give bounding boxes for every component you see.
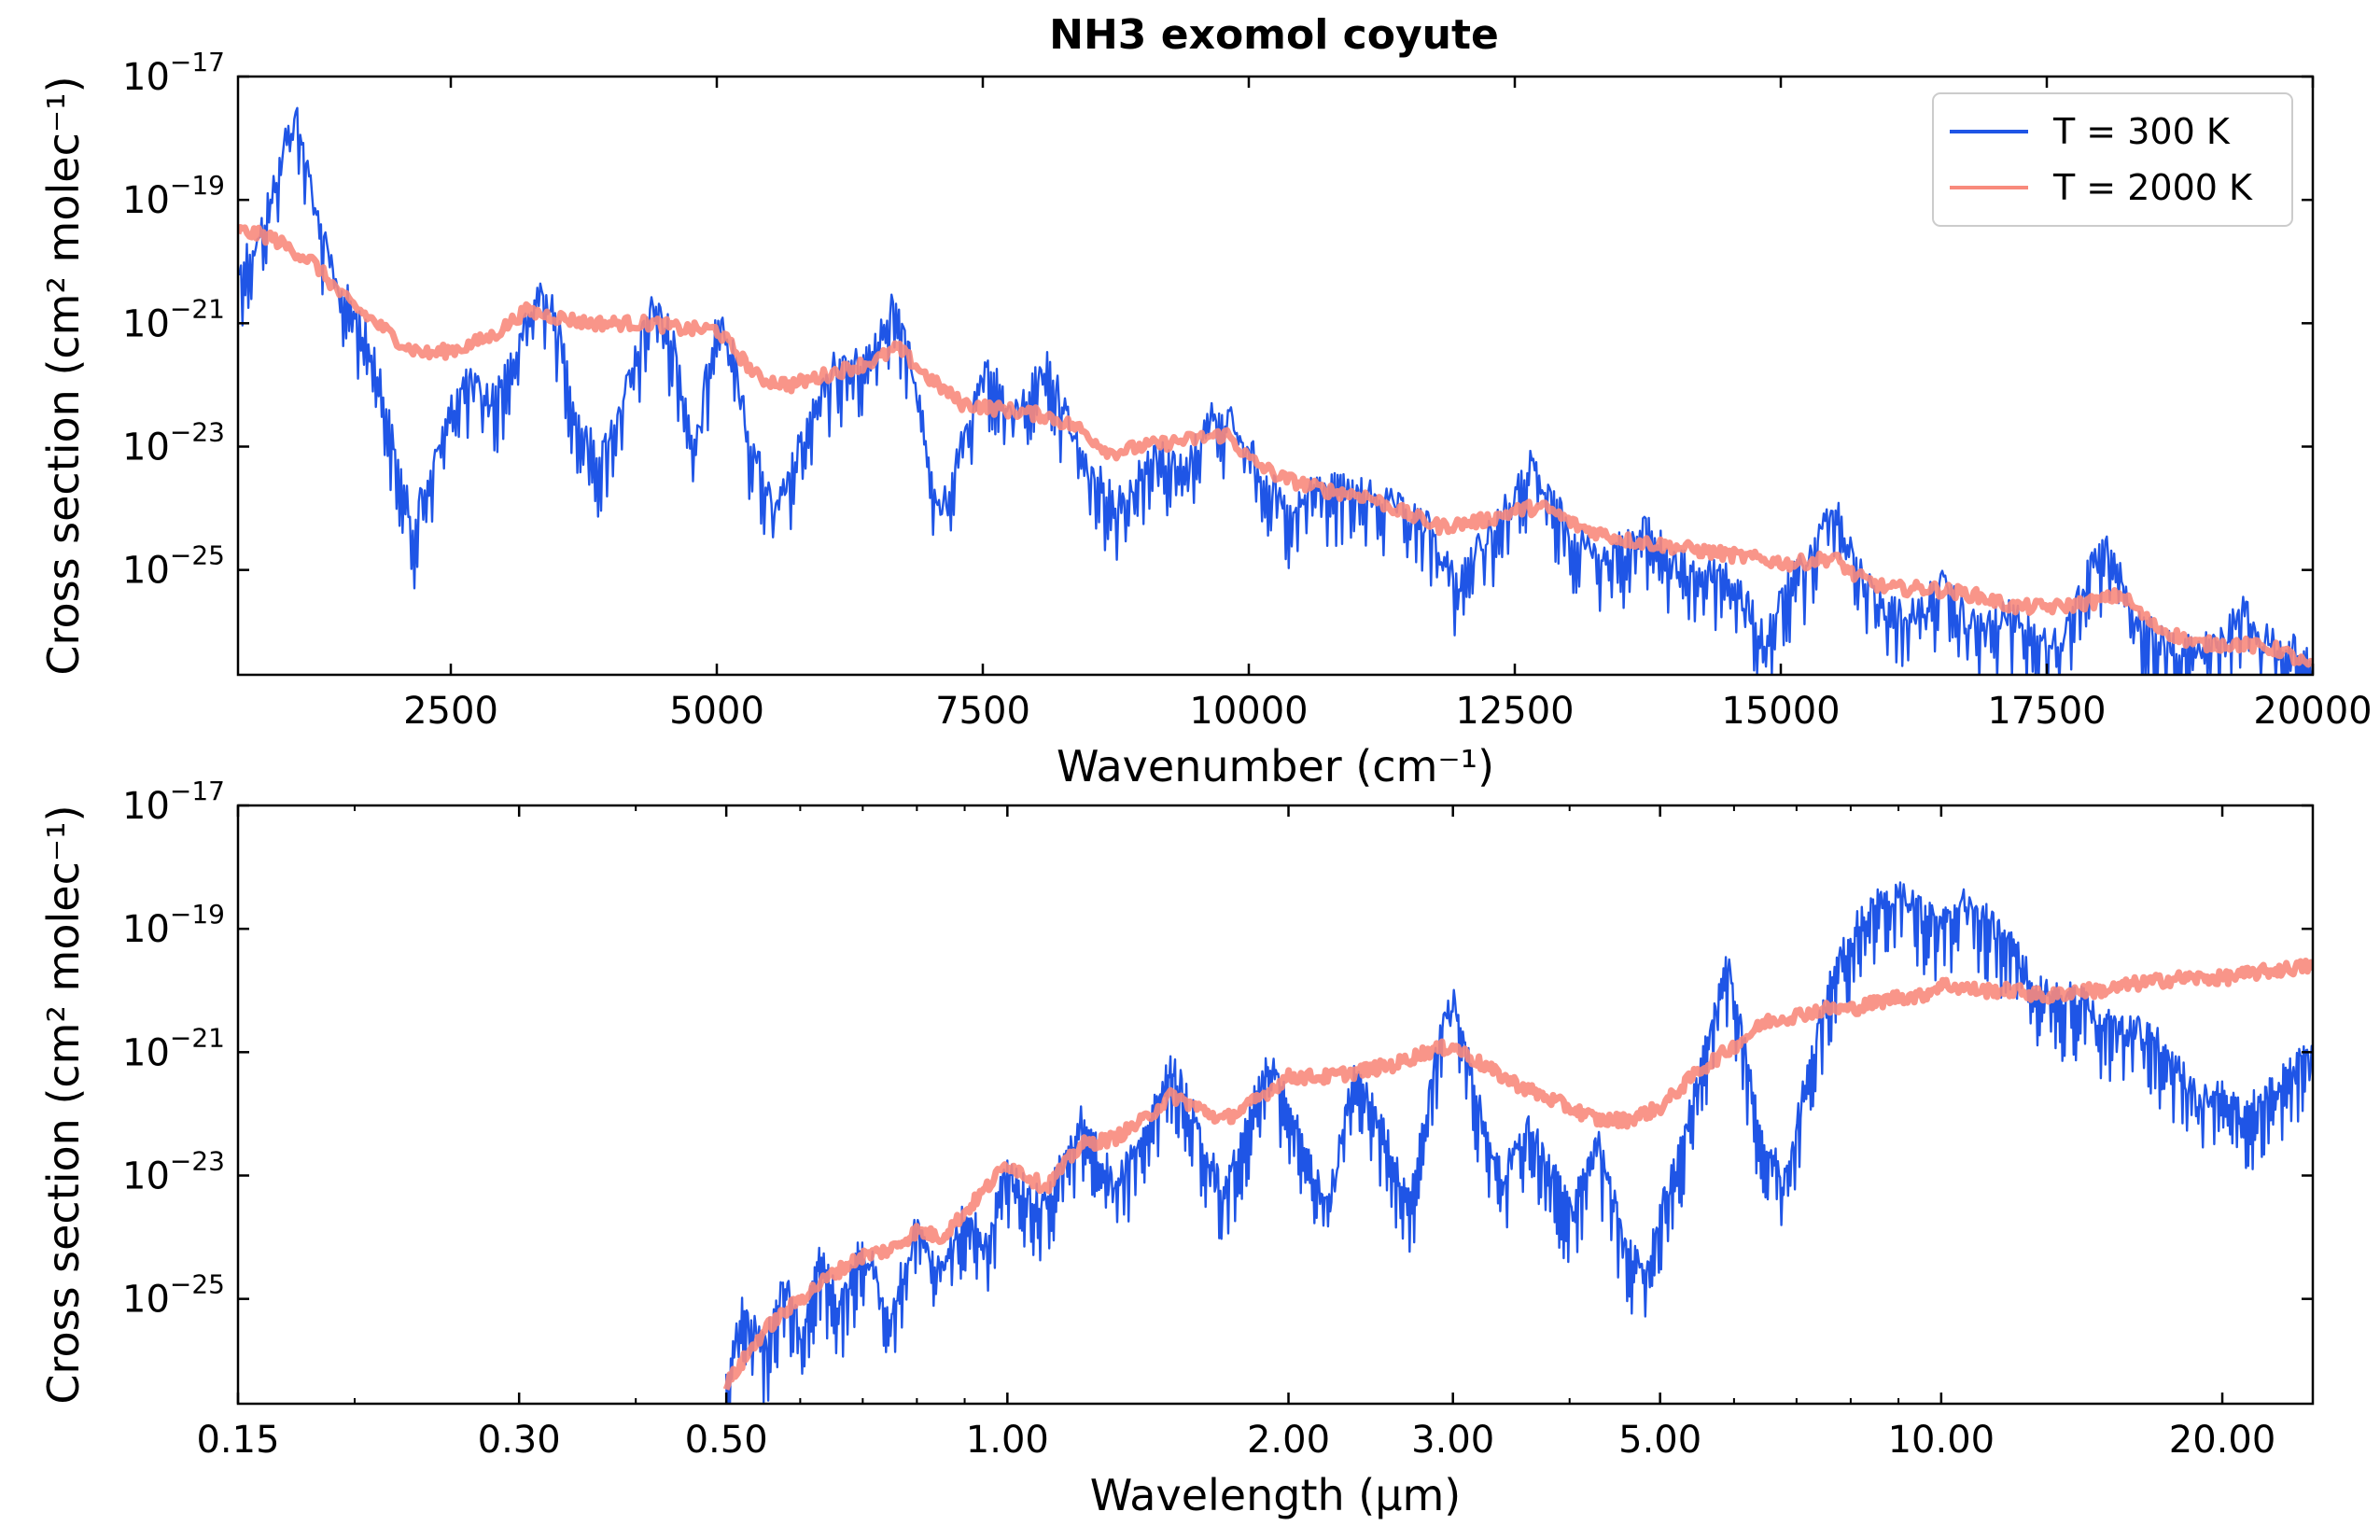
upper-plot: 2500 5000 7500 10000 12500 15000 17500 20000 10−…: [38, 47, 2373, 791]
x-tick-label: 10000: [1189, 690, 1308, 733]
upper-series-2000k-line: [238, 224, 2313, 668]
y-tick-label: 10−25: [122, 540, 225, 593]
x-tick-label: 10.00: [1888, 1419, 1995, 1462]
x-tick-label: 3.00: [1411, 1419, 1494, 1462]
y-tick-label: 10−25: [122, 1269, 225, 1322]
x-tick-label: 7500: [935, 690, 1030, 733]
x-tick-label: 0.15: [196, 1419, 279, 1462]
axes-frame: [236, 804, 2315, 1406]
y-axis-label: Cross section (cm² molec⁻¹): [38, 805, 89, 1404]
x-tick-label: 15000: [1721, 690, 1840, 733]
axes-frame: [236, 75, 2315, 677]
x-tick-label: 0.50: [685, 1419, 768, 1462]
y-axis-label: Cross section (cm² molec⁻¹): [38, 76, 89, 675]
y-tick-label: 10−17: [122, 47, 225, 99]
lower-plot: 0.15 0.30 0.50 1.00 2.00 3.00 5.00 10.00 20.00 10…: [38, 776, 2315, 1520]
legend-label-300k: T = 300 K: [2052, 111, 2231, 152]
x-axis-label: Wavelength (µm): [1090, 1470, 1461, 1520]
x-tick-label: 12500: [1455, 690, 1574, 733]
y-tick-label: 10−23: [122, 1145, 225, 1197]
x-tick-label: 20.00: [2169, 1419, 2276, 1462]
legend: T = 300 K T = 2000 K: [1932, 92, 2293, 227]
x-axis-label: Wavenumber (cm⁻¹): [1057, 741, 1494, 791]
y-tick-label: 10−17: [122, 776, 225, 828]
y-tick-label: 10−21: [122, 1022, 225, 1074]
legend-label-2000k: T = 2000 K: [2052, 167, 2253, 208]
y-tick-label: 10−19: [122, 170, 225, 222]
y-tick-label: 10−19: [122, 899, 225, 951]
x-tick-label: 0.30: [478, 1419, 561, 1462]
legend-box: [1932, 92, 2293, 227]
x-tick-label: 20000: [2253, 690, 2372, 733]
x-tick-label: 1.00: [966, 1419, 1049, 1462]
x-tick-label: 2.00: [1247, 1419, 1330, 1462]
y-tick-label: 10−23: [122, 416, 225, 469]
x-tick-label: 5000: [669, 690, 764, 733]
lower-series-300k-line: [724, 881, 2313, 1404]
figure-title: NH3 exomol coyute: [1049, 11, 1499, 59]
x-tick-label: 17500: [1987, 690, 2106, 733]
x-tick-label: 2500: [403, 690, 498, 733]
lower-series-2000k-line: [722, 958, 2313, 1391]
x-tick-label: 5.00: [1618, 1419, 1701, 1462]
y-tick-label: 10−21: [122, 293, 225, 345]
